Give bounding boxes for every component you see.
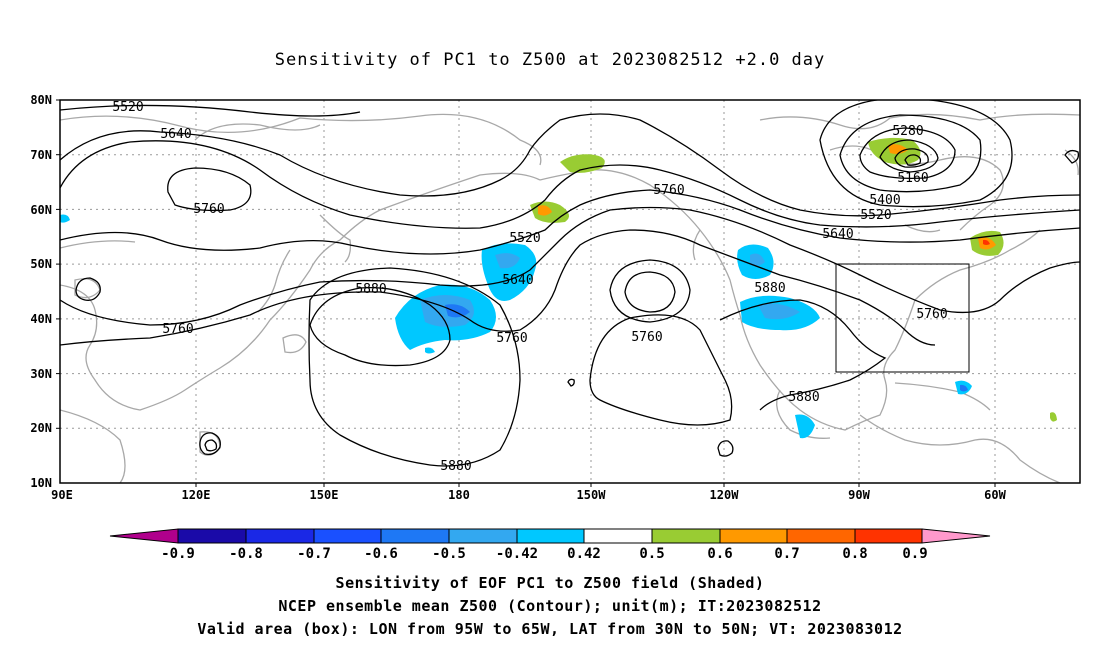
colorbar-tick: -0.9 <box>161 546 195 562</box>
colorbar <box>109 528 991 544</box>
contour-label: 5880 <box>355 282 386 297</box>
contour-label: 5880 <box>788 390 819 405</box>
lat-label: 20N <box>30 421 52 435</box>
colorbar-swatch <box>177 528 247 544</box>
colorbar-tick: 0.8 <box>842 546 867 562</box>
contour-label: 5520 <box>112 100 143 115</box>
map-border <box>59 99 1081 484</box>
contour-label: 5520 <box>509 231 540 246</box>
contour-label: 5760 <box>653 183 684 198</box>
colorbar-swatch <box>583 528 653 544</box>
colorbar-swatch <box>313 528 382 544</box>
contour-label: 5880 <box>754 281 785 296</box>
colorbar-swatch <box>921 528 991 544</box>
page-title: Sensitivity of PC1 to Z500 at 2023082512… <box>274 50 826 70</box>
lat-label: 70N <box>30 148 52 162</box>
lat-label: 10N <box>30 476 52 490</box>
contour-label: 5520 <box>860 208 891 223</box>
contour-label: 5760 <box>193 202 224 217</box>
lat-label: 80N <box>30 93 52 107</box>
colorbar-ticks: -0.9 -0.8 -0.7 -0.6 -0.5 -0.42 0.42 0.5 … <box>161 546 928 562</box>
contour-label: 5760 <box>916 307 947 322</box>
colorbar-tick: 0.42 <box>567 546 601 562</box>
lat-axis: 80N 70N 60N 50N 40N 30N 20N 10N <box>30 93 60 490</box>
colorbar-swatch <box>651 528 721 544</box>
sensitivity-shading <box>60 137 1057 439</box>
colorbar-tick: 0.6 <box>707 546 732 562</box>
colorbar-swatch <box>109 528 179 544</box>
contour-label: 5640 <box>502 273 533 288</box>
z500-contours <box>60 100 1080 467</box>
contour-labels: 5520 5640 5760 5760 5880 5760 5880 5520 … <box>112 100 947 474</box>
colorbar-swatch <box>380 528 450 544</box>
lon-axis: 90E 120E 150E 180 150W 120W 90W 60W <box>51 483 1007 502</box>
lon-label: 120W <box>710 488 740 502</box>
colorbar-tick: -0.6 <box>364 546 398 562</box>
colorbar-tick: 0.9 <box>902 546 927 562</box>
caption-line-3: Valid area (box): LON from 95W to 65W, L… <box>197 620 903 638</box>
valid-area-box <box>835 263 970 373</box>
lon-label: 150E <box>310 488 339 502</box>
lon-label: 180 <box>448 488 470 502</box>
contour-label: 5880 <box>440 459 471 474</box>
colorbar-swatch <box>448 528 518 544</box>
caption-line-1: Sensitivity of EOF PC1 to Z500 field (Sh… <box>335 574 765 592</box>
contour-label: 5640 <box>160 127 191 142</box>
lon-label: 120E <box>182 488 211 502</box>
lon-label: 150W <box>577 488 607 502</box>
contour-label: 5760 <box>162 322 193 337</box>
colorbar-tick: -0.8 <box>229 546 263 562</box>
contour-label: 5640 <box>822 227 853 242</box>
lon-label: 90E <box>51 488 73 502</box>
lon-label: 90W <box>848 488 870 502</box>
lat-label: 50N <box>30 257 52 271</box>
map-panel <box>60 100 1080 483</box>
lat-label: 30N <box>30 367 52 381</box>
caption-line-2: NCEP ensemble mean Z500 (Contour); unit(… <box>278 597 822 615</box>
lat-label: 60N <box>30 203 52 217</box>
contour-label: 5280 <box>892 124 923 139</box>
contour-label: 5760 <box>496 331 527 346</box>
contour-label: 5760 <box>631 330 662 345</box>
lon-label: 60W <box>984 488 1006 502</box>
colorbar-tick: 0.7 <box>774 546 799 562</box>
colorbar-tick: -0.42 <box>496 546 538 562</box>
contour-label: 5160 <box>897 171 928 186</box>
contour-label: 5400 <box>869 193 900 208</box>
colorbar-tick: -0.7 <box>297 546 331 562</box>
colorbar-tick: -0.5 <box>432 546 466 562</box>
colorbar-swatch <box>516 528 585 544</box>
colorbar-swatch <box>719 528 788 544</box>
colorbar-swatch <box>786 528 856 544</box>
colorbar-swatch <box>854 528 923 544</box>
lat-label: 40N <box>30 312 52 326</box>
colorbar-swatch <box>245 528 315 544</box>
colorbar-tick: 0.5 <box>639 546 664 562</box>
